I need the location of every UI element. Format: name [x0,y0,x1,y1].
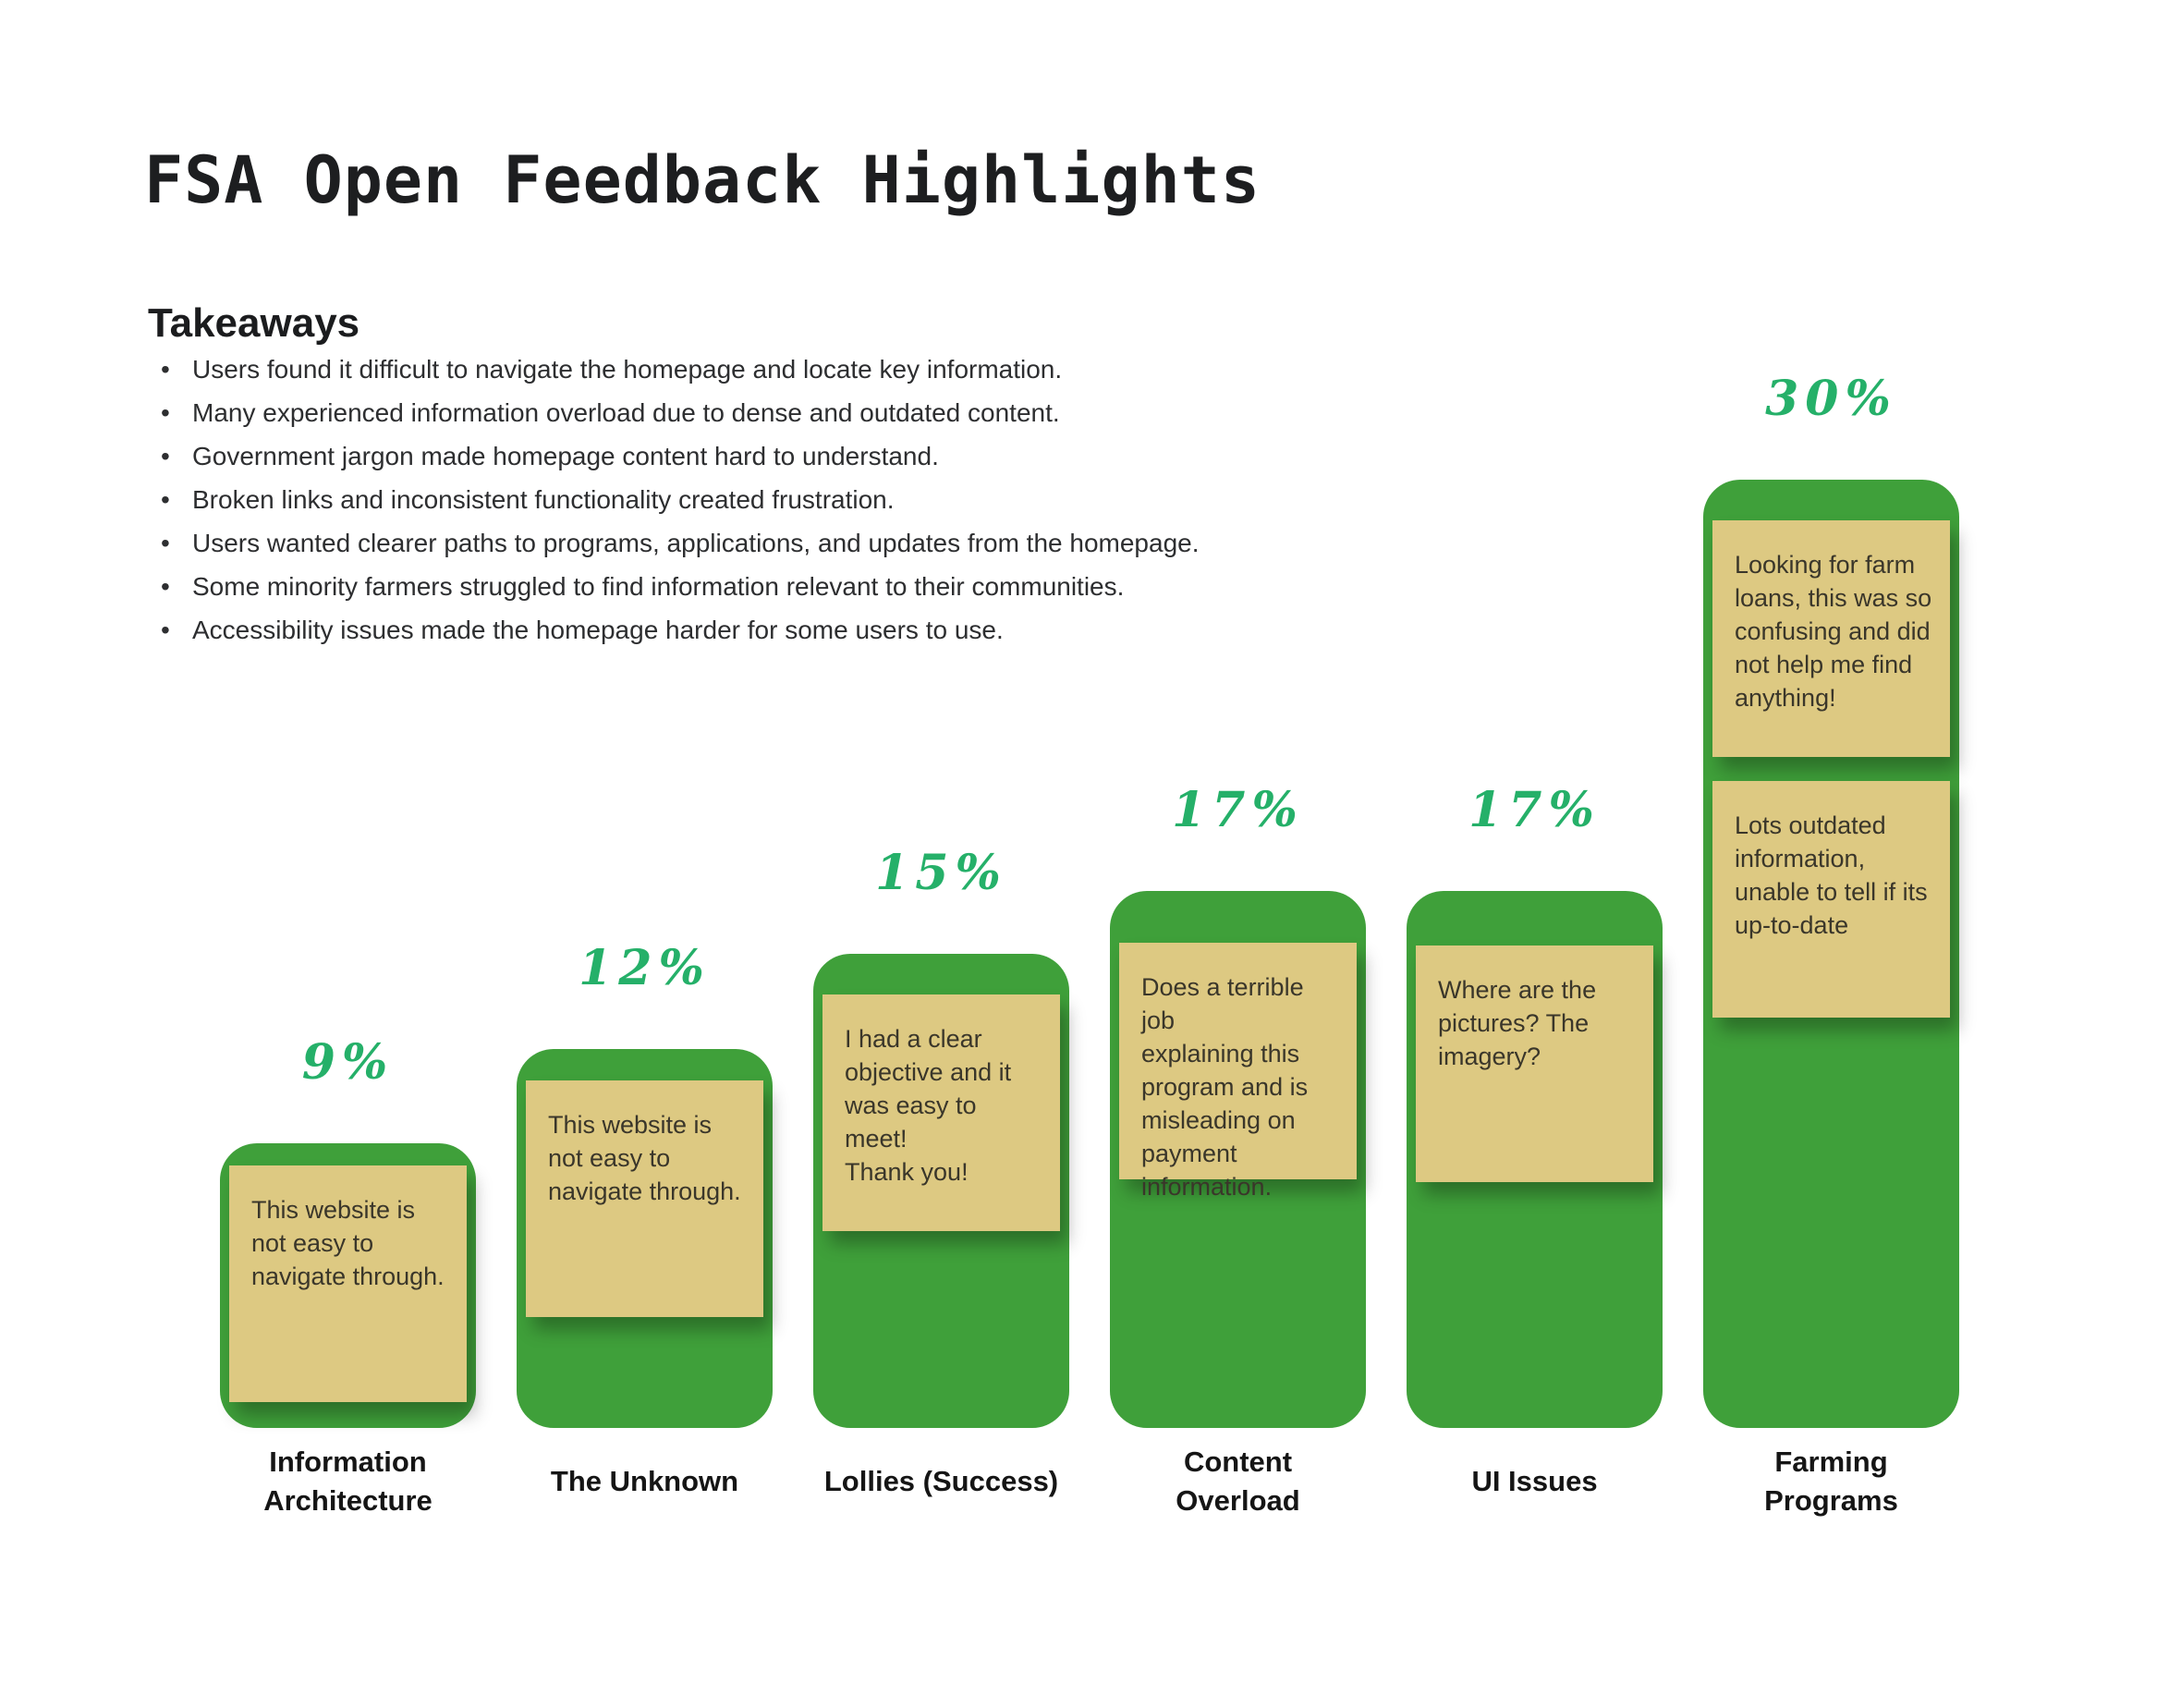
bar-group-ui-issues: 17% Where are the pictures? The imagery?… [1407,0,1663,1708]
bar-percentage-label: 12% [579,940,711,996]
bar-group-lollies-success: 15% I had a clear objective and it was e… [813,0,1069,1708]
bar-category-label: UI Issues [1471,1465,1598,1497]
bar-group-information-architecture: 9% This website is not easy to navigate … [220,0,476,1708]
bar-percentage-label: 17% [1172,782,1304,838]
bar-farming-programs: Looking for farm loans, this was so conf… [1703,480,1959,1428]
takeaway-bullet: Users wanted clearer paths to programs, … [159,521,1200,565]
takeaway-bullet: Accessibility issues made the homepage h… [159,608,1200,652]
bar-percentage-label: 17% [1468,782,1601,838]
sticky-note: Looking for farm loans, this was so conf… [1712,520,1950,757]
sticky-note: Lots outdated information, unable to tel… [1712,781,1950,1018]
bar-group-farming-programs: 30% Looking for farm loans, this was so … [1703,0,1959,1708]
bar-ui-issues: Where are the pictures? The imagery? [1407,891,1663,1428]
sticky-note: I had a clear objective and it was easy … [822,994,1060,1231]
bar-category-label: Content Overload [1176,1446,1300,1517]
bar-category-label: The Unknown [550,1465,739,1497]
bar-group-the-unknown: 12% This website is not easy to navigate… [517,0,773,1708]
takeaways-heading: Takeaways [148,299,360,346]
page-title: FSA Open Feedback Highlights [144,141,1261,218]
sticky-note: This website is not easy to navigate thr… [229,1165,467,1402]
takeaway-bullet: Many experienced information overload du… [159,391,1200,434]
bar-content-overload: Does a terrible job explaining this prog… [1110,891,1366,1428]
takeaway-bullet: Broken links and inconsistent functional… [159,478,1200,521]
sticky-note: Does a terrible job explaining this prog… [1119,943,1357,1201]
bar-information-architecture: This website is not easy to navigate thr… [220,1143,476,1428]
takeaway-bullet: Users found it difficult to navigate the… [159,348,1200,391]
bar-category-label: Information Architecture [263,1446,433,1517]
sticky-note: Where are the pictures? The imagery? [1416,946,1653,1182]
bar-category-label: Farming Programs [1764,1446,1898,1517]
bar-group-content-overload: 17% Does a terrible job explaining this … [1110,0,1366,1708]
bar-lollies-success: I had a clear objective and it was easy … [813,954,1069,1428]
bar-category-label: Lollies (Success) [823,1465,1059,1497]
bar-percentage-label: 15% [875,845,1007,901]
takeaway-bullet: Some minority farmers struggled to find … [159,565,1200,608]
bar-percentage-label: 30% [1765,371,1897,427]
sticky-note: This website is not easy to navigate thr… [526,1080,763,1317]
takeaways-list: Users found it difficult to navigate the… [159,348,1200,652]
bar-the-unknown: This website is not easy to navigate thr… [517,1049,773,1428]
bar-percentage-label: 9% [301,1034,395,1091]
takeaway-bullet: Government jargon made homepage content … [159,434,1200,478]
